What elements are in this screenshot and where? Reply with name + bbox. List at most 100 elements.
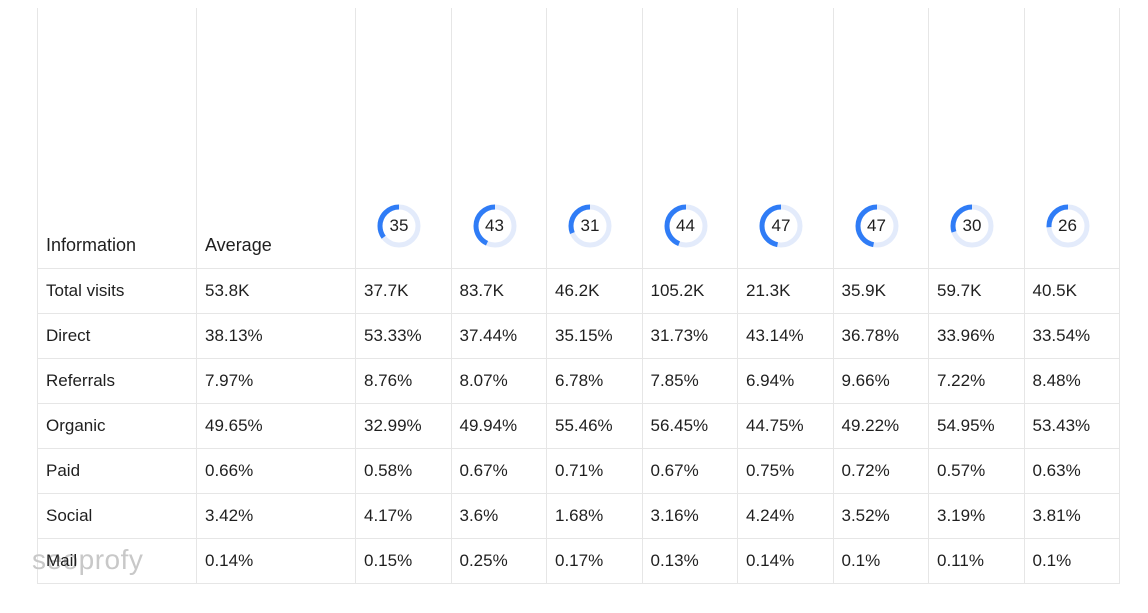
value-cell: 0.57%	[928, 448, 1025, 494]
value-cell: 0.1%	[1024, 538, 1120, 584]
score-value: 47	[771, 215, 791, 235]
table-row: Social 3.42% 4.17% 3.6% 1.68% 3.16% 4.24% 3.52%…	[37, 493, 1120, 539]
value-cell: 4.17%	[355, 493, 452, 539]
score-value: 47	[867, 215, 886, 235]
value-cell: 21.3K	[737, 268, 834, 314]
value-cell: 83.7K	[451, 268, 547, 314]
score-gauge: 35	[376, 203, 422, 249]
comparison-table: Information Average 35 43 31 44 47 47 30 26 Tot…	[32, 8, 1120, 584]
score-ring-icon	[568, 204, 612, 247]
value-cell: 3.16%	[642, 493, 738, 539]
average-cell: 7.97%	[196, 358, 356, 404]
score-ring-icon	[759, 204, 803, 247]
table-body: Information Average 35 43 31 44 47 47 30 26 Tot…	[32, 8, 1120, 584]
average-cell: 38.13%	[196, 313, 356, 359]
value-cell: 49.22%	[833, 403, 929, 449]
score-value: 31	[580, 215, 600, 235]
table-row: seoprofy Mail 0.14% 0.15% 0.25% 0.17% 0.13% 0.1…	[32, 538, 1120, 584]
site-score-header: 30	[928, 8, 1025, 269]
value-cell: 0.25%	[451, 538, 547, 584]
value-cell: 0.15%	[355, 538, 452, 584]
value-cell: 8.76%	[355, 358, 452, 404]
value-cell: 37.44%	[451, 313, 547, 359]
value-cell: 0.14%	[737, 538, 834, 584]
site-score-header: 43	[451, 8, 547, 269]
value-cell: 8.48%	[1024, 358, 1120, 404]
value-cell: 8.07%	[451, 358, 547, 404]
site-score-header: 47	[833, 8, 929, 269]
value-cell: 1.68%	[546, 493, 643, 539]
value-cell: 56.45%	[642, 403, 738, 449]
value-cell: 35.9K	[833, 268, 929, 314]
value-cell: 54.95%	[928, 403, 1025, 449]
score-ring-icon	[377, 204, 421, 247]
header-row: Information Average 35 43 31 44 47 47 30 26	[37, 8, 1120, 269]
score-value: 26	[1058, 215, 1077, 235]
score-ring-arc	[664, 204, 707, 247]
average-cell: 53.8K	[196, 268, 356, 314]
row-label: Social	[37, 493, 197, 539]
site-score-header: 44	[642, 8, 738, 269]
value-cell: 31.73%	[642, 313, 738, 359]
average-header: Average	[196, 8, 356, 269]
average-cell: 3.42%	[196, 493, 356, 539]
score-ring-arc	[377, 204, 421, 247]
value-cell: 46.2K	[546, 268, 643, 314]
site-score-header: 26	[1024, 8, 1120, 269]
score-value: 44	[676, 215, 695, 235]
table-row: Direct 38.13% 53.33% 37.44% 35.15% 31.73% 43.1…	[37, 313, 1120, 359]
site-score-header: 47	[737, 8, 834, 269]
score-ring-icon	[473, 204, 516, 247]
score-ring-arc	[759, 204, 803, 247]
value-cell: 6.94%	[737, 358, 834, 404]
score-gauge: 31	[567, 203, 613, 249]
value-cell: 0.72%	[833, 448, 929, 494]
table-row: Total visits 53.8K 37.7K 83.7K 46.2K 105.2K 21…	[37, 268, 1120, 314]
site-score-header: 35	[355, 8, 452, 269]
value-cell: 0.17%	[546, 538, 643, 584]
value-cell: 0.58%	[355, 448, 452, 494]
score-ring-arc	[855, 204, 898, 247]
score-ring-icon	[664, 204, 707, 247]
score-ring-arc	[568, 204, 612, 247]
value-cell: 0.75%	[737, 448, 834, 494]
score-gauge: 30	[949, 203, 995, 249]
value-cell: 49.94%	[451, 403, 547, 449]
value-cell: 44.75%	[737, 403, 834, 449]
site-score-header: 31	[546, 8, 643, 269]
score-ring-icon	[855, 204, 898, 247]
value-cell: 3.6%	[451, 493, 547, 539]
comparison-table-container: Information Average 35 43 31 44 47 47 30 26 Tot…	[32, 8, 1120, 584]
row-label: seoprofy Mail	[32, 538, 197, 584]
value-cell: 7.22%	[928, 358, 1025, 404]
value-cell: 33.54%	[1024, 313, 1120, 359]
row-label: Paid	[37, 448, 197, 494]
score-ring-arc	[1046, 204, 1089, 247]
score-value: 30	[962, 215, 982, 235]
value-cell: 0.67%	[642, 448, 738, 494]
value-cell: 3.52%	[833, 493, 929, 539]
value-cell: 37.7K	[355, 268, 452, 314]
value-cell: 40.5K	[1024, 268, 1120, 314]
score-ring-arc	[473, 204, 516, 247]
row-label: Organic	[37, 403, 197, 449]
value-cell: 9.66%	[833, 358, 929, 404]
value-cell: 0.11%	[928, 538, 1025, 584]
average-cell: 0.66%	[196, 448, 356, 494]
value-cell: 6.78%	[546, 358, 643, 404]
score-gauge: 47	[758, 203, 804, 249]
value-cell: 3.81%	[1024, 493, 1120, 539]
value-cell: 0.1%	[833, 538, 929, 584]
table-row: Organic 49.65% 32.99% 49.94% 55.46% 56.45% 44.…	[37, 403, 1120, 449]
value-cell: 4.24%	[737, 493, 834, 539]
score-ring-arc	[950, 204, 994, 247]
row-label: Direct	[37, 313, 197, 359]
average-cell: 49.65%	[196, 403, 356, 449]
row-label-text: Mail	[46, 550, 78, 570]
value-cell: 33.96%	[928, 313, 1025, 359]
value-cell: 43.14%	[737, 313, 834, 359]
score-value: 43	[485, 215, 504, 235]
table-row: Referrals 7.97% 8.76% 8.07% 6.78% 7.85% 6.94% 9…	[37, 358, 1120, 404]
score-ring-icon	[1046, 204, 1089, 247]
score-gauge: 43	[472, 203, 518, 249]
